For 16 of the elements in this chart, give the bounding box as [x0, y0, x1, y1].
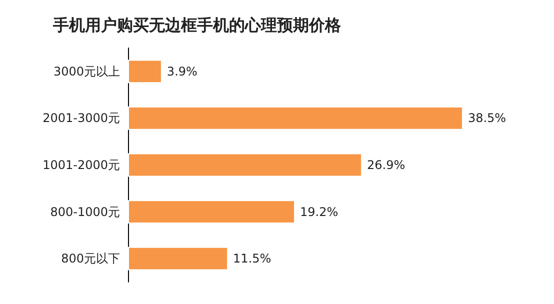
- data-label: 3.9%: [166, 64, 198, 78]
- y-tick-label: 2001-3000元: [42, 111, 120, 126]
- y-tick-label: 800-1000元: [50, 204, 120, 219]
- bar: [128, 106, 463, 130]
- data-label: 26.9%: [367, 158, 406, 172]
- data-label: 11.5%: [233, 252, 272, 266]
- bar: [128, 60, 162, 84]
- bar: [128, 200, 296, 224]
- y-tick-label: 800元以下: [61, 252, 120, 266]
- y-tick-label: 3000元以上: [53, 64, 120, 78]
- bar: [128, 246, 228, 270]
- data-label: 19.2%: [300, 204, 338, 219]
- chart-title: 手机用户购买无边框手机的心理预期价格: [52, 16, 342, 34]
- bar: [128, 153, 362, 177]
- data-label: 38.5%: [468, 111, 506, 126]
- y-tick-label: 1001-2000元: [42, 158, 120, 172]
